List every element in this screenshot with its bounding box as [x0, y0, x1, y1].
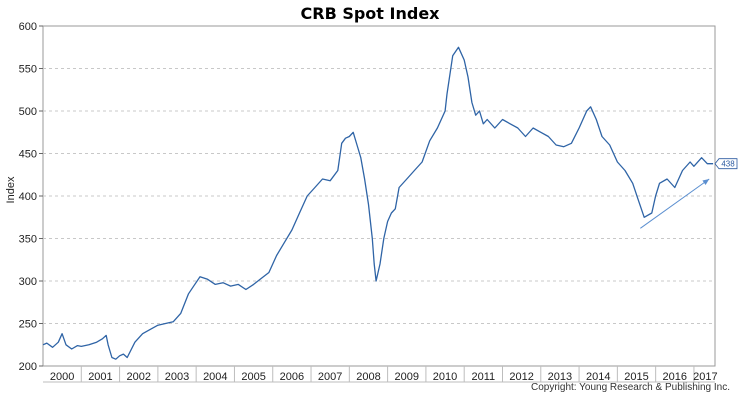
series-line [42, 46, 714, 360]
x-tick-label: 2008 [356, 371, 380, 383]
x-tick-label: 2009 [395, 371, 419, 383]
trend-arrow [640, 178, 710, 229]
x-tick-label: 2011 [472, 371, 496, 383]
chart-title: CRB Spot Index [300, 4, 440, 23]
x-axis-ticks: 2000 2001 2002 2003 2004 2005 2006 2007 2008 2009… [43, 366, 718, 383]
x-tick-label: 2012 [509, 371, 533, 383]
end-value-marker: 438 [714, 158, 738, 170]
x-tick-label: 2000 [50, 371, 74, 383]
y-tick-label: 450 [19, 149, 37, 161]
x-tick-label: 2002 [126, 371, 150, 383]
end-value-box [714, 158, 738, 170]
y-axis-label: Index [5, 176, 17, 203]
x-tick-label: 2017 [693, 371, 717, 383]
x-tick-label: 2013 [548, 371, 572, 383]
trend-line [640, 178, 710, 229]
x-tick-label: 2001 [88, 371, 112, 383]
trend-arrowhead [702, 179, 710, 185]
x-tick-label: 2007 [318, 371, 342, 383]
y-tick-label: 250 [19, 319, 37, 331]
y-tick-label: 500 [19, 106, 37, 118]
y-tick-label: 300 [19, 276, 37, 288]
series-group [42, 46, 714, 360]
copyright-text: Copyright: Young Research & Publishing I… [530, 382, 730, 393]
x-tick-label: 2010 [433, 371, 457, 383]
y-tick-label: 600 [19, 21, 37, 33]
y-tick-label: 550 [19, 64, 37, 76]
y-axis-ticks: 200 250 300 350 400 450 500 550 600 [19, 21, 43, 373]
y-tick-label: 200 [19, 361, 37, 373]
y-tick-label: 350 [19, 234, 37, 246]
x-tick-label: 2003 [165, 371, 189, 383]
x-tick-label: 2014 [586, 371, 610, 383]
x-tick-label: 2015 [624, 371, 648, 383]
x-tick-label: 2006 [280, 371, 304, 383]
x-tick-label: 2016 [663, 371, 687, 383]
x-tick-label: 2004 [203, 371, 227, 383]
y-tick-label: 400 [19, 191, 37, 203]
x-tick-label: 2005 [241, 371, 265, 383]
end-value-label: 438 [721, 160, 735, 169]
grid-lines [43, 68, 715, 324]
